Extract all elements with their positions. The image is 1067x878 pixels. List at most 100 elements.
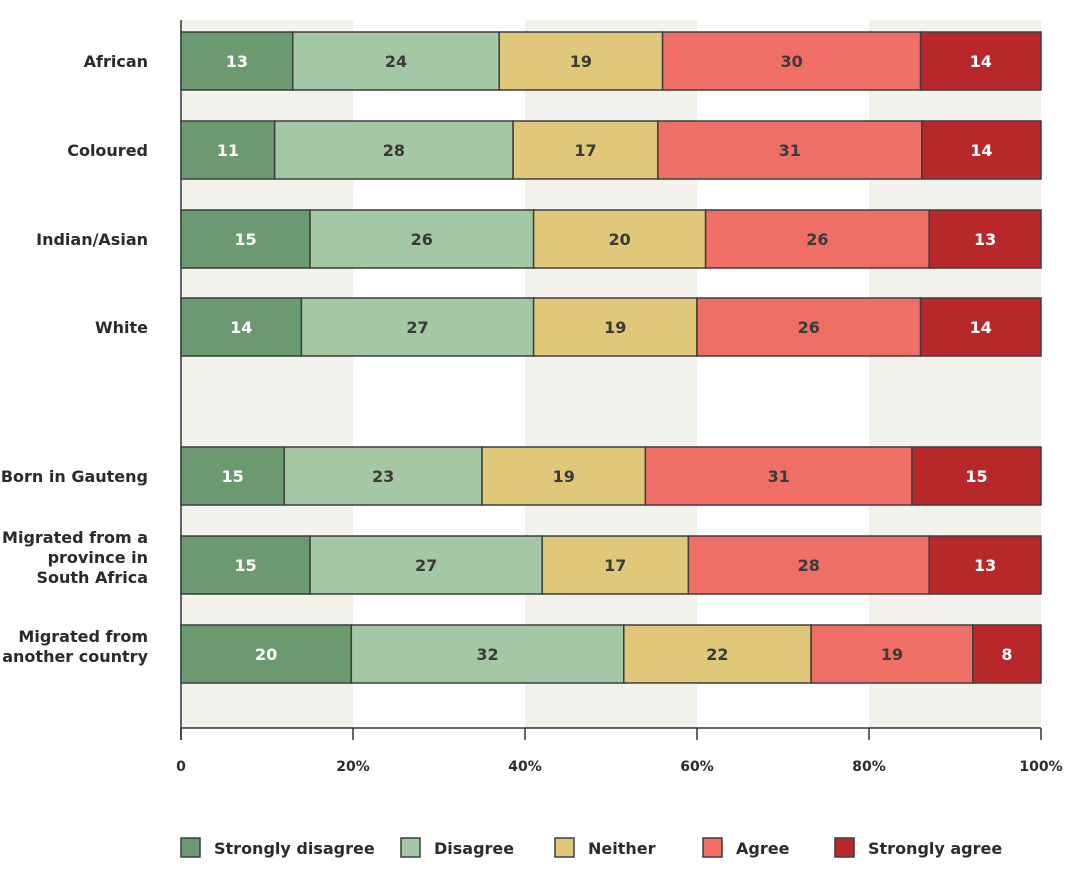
data-label: 15 (221, 467, 243, 486)
data-label: 15 (234, 556, 256, 575)
legend-swatch (554, 837, 575, 858)
bar-segment (921, 120, 1042, 180)
bar-segment (687, 535, 930, 595)
bar-segment (919, 31, 1042, 91)
bar-segment (928, 209, 1042, 269)
bar-segment (273, 120, 514, 180)
bar-segment (180, 209, 311, 269)
legend-swatch (702, 837, 723, 858)
data-label: 26 (798, 318, 820, 337)
data-label: 27 (406, 318, 428, 337)
data-label: 28 (383, 141, 405, 160)
bar-segment (972, 624, 1042, 684)
category-label: Indian/Asian (36, 230, 148, 249)
category-label-line: Coloured (67, 141, 148, 160)
bar-segment (292, 31, 500, 91)
bar-segment (657, 120, 923, 180)
bar-segment (180, 120, 276, 180)
bar-segment (919, 297, 1042, 357)
x-tick-label: 20% (336, 759, 370, 775)
data-label: 28 (798, 556, 820, 575)
legend-swatch (180, 837, 201, 858)
data-label: 19 (553, 467, 575, 486)
data-label: 14 (230, 318, 252, 337)
bar-segment (180, 31, 294, 91)
category-label-line: South Africa (36, 568, 148, 587)
bar-segment (911, 446, 1042, 506)
bar-segment (300, 297, 535, 357)
category-label-line: another country (2, 647, 148, 666)
bar-segment (309, 535, 543, 595)
bar-segment (512, 120, 659, 180)
category-label: Born in Gauteng (1, 467, 148, 486)
data-label: 11 (217, 141, 239, 160)
legend-label: Strongly disagree (214, 839, 375, 858)
data-label: 19 (604, 318, 626, 337)
data-label: 15 (234, 230, 256, 249)
data-label: 32 (476, 645, 498, 664)
data-label: 30 (780, 52, 802, 71)
data-label: 31 (779, 141, 801, 160)
bar-segment (623, 624, 812, 684)
data-label: 20 (608, 230, 630, 249)
data-label: 17 (574, 141, 596, 160)
bar-segment (541, 535, 690, 595)
bar-segment (481, 446, 647, 506)
bar-segment (180, 297, 303, 357)
x-tick-label: 60% (680, 759, 714, 775)
x-tick-label: 40% (508, 759, 542, 775)
bar-segment (350, 624, 625, 684)
category-label: Migrated from a province in South Africa (2, 528, 148, 587)
bar-segment (810, 624, 974, 684)
category-label-line: African (84, 52, 148, 71)
data-label: 15 (965, 467, 987, 486)
bar-segment (180, 535, 311, 595)
bar-segment (180, 446, 285, 506)
category-label-line: White (95, 318, 148, 337)
category-label-line: Born in Gauteng (1, 467, 148, 486)
bar-segment (180, 624, 353, 684)
bar-segment (696, 297, 922, 357)
bar-segment (498, 31, 664, 91)
data-label: 23 (372, 467, 394, 486)
category-label: White (95, 318, 148, 337)
data-label: 22 (706, 645, 728, 664)
data-label: 26 (411, 230, 433, 249)
category-label: African (84, 52, 148, 71)
legend-swatch (834, 837, 855, 858)
data-label: 20 (255, 645, 277, 664)
x-tick-label: 0 (176, 759, 186, 775)
data-label: 14 (970, 141, 992, 160)
data-label: 31 (768, 467, 790, 486)
x-tick-label: 100% (1019, 759, 1062, 775)
legend-label: Neither (588, 839, 656, 858)
data-label: 14 (970, 52, 992, 71)
legend-swatch (400, 837, 421, 858)
bar-segment (644, 446, 913, 506)
x-tick-label: 80% (852, 759, 886, 775)
category-label: Coloured (67, 141, 148, 160)
data-label: 19 (881, 645, 903, 664)
bar-segment (532, 297, 698, 357)
category-label-line: Migrated from a (2, 528, 148, 547)
legend-label: Strongly agree (868, 839, 1002, 858)
data-label: 13 (226, 52, 248, 71)
data-label: 19 (570, 52, 592, 71)
category-label-line: Indian/Asian (36, 230, 148, 249)
category-label: Migrated from another country (2, 627, 148, 666)
data-label: 26 (806, 230, 828, 249)
category-label-line: Migrated from (18, 627, 148, 646)
data-label: 13 (974, 556, 996, 575)
category-label-line: province in (48, 548, 148, 567)
data-label: 14 (970, 318, 992, 337)
legend-label: Disagree (434, 839, 514, 858)
data-label: 24 (385, 52, 407, 71)
bar-segment (928, 535, 1042, 595)
legend-label: Agree (736, 839, 790, 858)
data-label: 13 (974, 230, 996, 249)
bar-segment (283, 446, 483, 506)
data-label: 27 (415, 556, 437, 575)
data-label: 8 (1001, 645, 1012, 664)
data-label: 17 (604, 556, 626, 575)
